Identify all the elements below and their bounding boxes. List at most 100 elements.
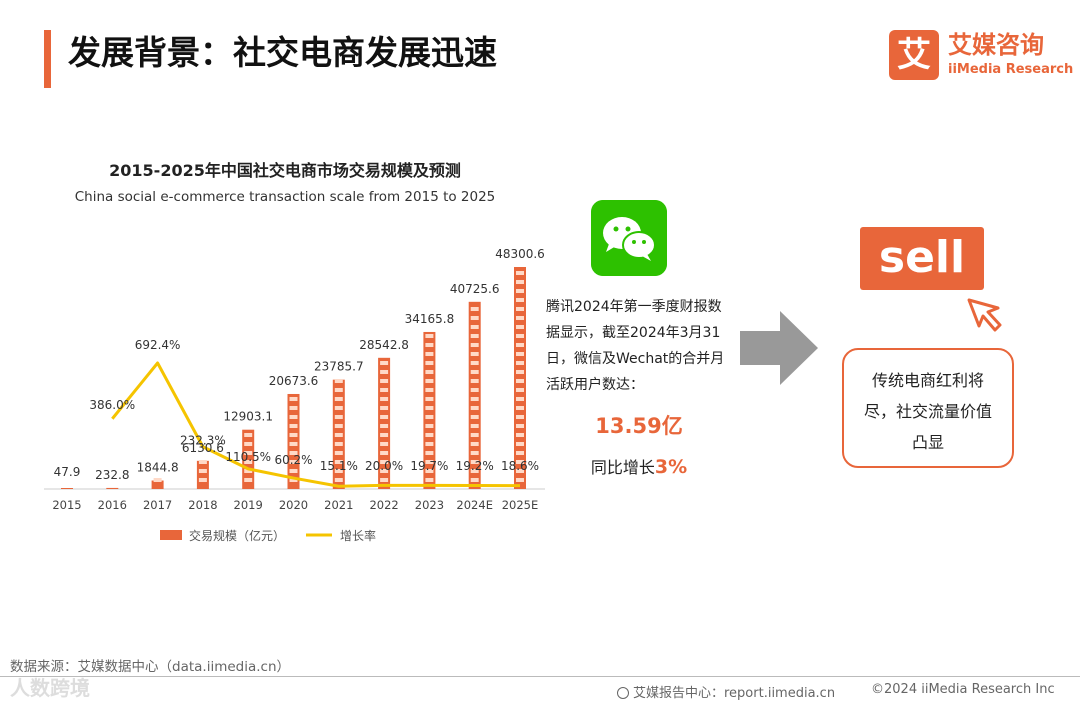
title-accent-bar xyxy=(44,30,51,88)
bar-segment xyxy=(198,469,207,473)
bar-segment xyxy=(380,361,389,365)
x-tick-label: 2020 xyxy=(279,498,308,512)
bar-value-label: 1844.8 xyxy=(137,461,179,475)
growth-prefix: 同比增长 xyxy=(590,458,655,477)
bar-value-label: 6130.6 xyxy=(182,441,224,455)
bar-segment xyxy=(289,397,298,401)
bar-segment xyxy=(470,433,479,437)
bar-value-label: 34165.8 xyxy=(405,312,455,326)
bar xyxy=(196,460,209,489)
bar-segment xyxy=(470,451,479,455)
sell-badge: sell xyxy=(860,227,984,290)
bar-segment xyxy=(334,469,343,473)
bar-segment xyxy=(516,298,524,302)
watermark: 人数跨境 xyxy=(10,676,90,700)
bar-segment xyxy=(516,433,524,437)
bar-value-label: 20673.6 xyxy=(269,374,319,388)
data-source: 数据来源：艾媒数据中心（data.iimedia.cn） xyxy=(10,659,291,675)
bar xyxy=(151,480,164,489)
bar-segment xyxy=(470,316,479,320)
growth-rate-label: 110.5% xyxy=(225,450,271,464)
bar-segment xyxy=(470,478,479,482)
bar-segment xyxy=(380,370,389,374)
bar-segment xyxy=(470,352,479,356)
wechat-description: 腾讯2024年第一季度财报数据显示，截至2024年3月31日，微信及Wechat… xyxy=(546,299,725,393)
bar-value-label: 12903.1 xyxy=(223,410,273,424)
growth-rate-label: 19.2% xyxy=(456,459,494,473)
bar-segment xyxy=(470,325,479,329)
bar-segment xyxy=(334,406,343,410)
bar-segment xyxy=(380,415,389,419)
bar-value-label: 28542.8 xyxy=(359,338,409,352)
legend-bar-swatch xyxy=(160,530,182,540)
bar-segment xyxy=(516,442,524,446)
x-tick-label: 2024E xyxy=(456,498,493,512)
bar-segment xyxy=(470,469,479,473)
bar-segment xyxy=(470,415,479,419)
bar-segment xyxy=(244,451,253,455)
footer-report-link[interactable]: 艾媒报告中心：report.iimedia.cn xyxy=(617,682,835,701)
bar-segment xyxy=(470,460,479,464)
x-tick-label: 2015 xyxy=(52,498,81,512)
bar-segment xyxy=(334,397,343,401)
chart-subtitle: China social e-commerce transaction scal… xyxy=(74,189,496,205)
bar-segment xyxy=(516,460,524,464)
bar-segment xyxy=(470,343,479,347)
bar-segment xyxy=(470,406,479,410)
bar-value-label: 232.8 xyxy=(95,468,129,482)
x-tick-label: 2025E xyxy=(502,498,539,512)
bar-segment xyxy=(470,307,479,311)
bar-segment xyxy=(334,478,343,482)
bar-segment xyxy=(516,334,524,338)
bar xyxy=(106,487,119,489)
bar-segment xyxy=(425,451,434,455)
bar-segment xyxy=(516,478,524,482)
growth-value: 3% xyxy=(654,456,688,478)
wechat-mau-value: 13.59亿 xyxy=(595,414,683,438)
bar-segment xyxy=(380,406,389,410)
bar-segment xyxy=(334,379,343,383)
bar-segment xyxy=(289,451,298,455)
bar-segment xyxy=(425,469,434,473)
x-tick-label: 2021 xyxy=(324,498,353,512)
bar-segment xyxy=(516,397,524,401)
globe-icon xyxy=(617,687,629,699)
bar-segment xyxy=(516,469,524,473)
bar-segment xyxy=(289,478,298,482)
bar-segment xyxy=(425,361,434,365)
growth-rate-label: 60.2% xyxy=(274,453,312,467)
bar-segment xyxy=(153,478,162,482)
bar-segment xyxy=(425,460,434,464)
bar-segment xyxy=(380,388,389,392)
bar-segment xyxy=(425,352,434,356)
footer-divider xyxy=(0,676,1080,677)
footer-report-text: 艾媒报告中心：report.iimedia.cn xyxy=(633,686,836,701)
bar-segment xyxy=(470,334,479,338)
bar-segment xyxy=(425,433,434,437)
bar-segment xyxy=(516,415,524,419)
bar-segment xyxy=(516,424,524,428)
x-tick-label: 2018 xyxy=(188,498,217,512)
bar-segment xyxy=(244,442,253,446)
bar-segment xyxy=(470,424,479,428)
bar-segment xyxy=(334,442,343,446)
bar-segment xyxy=(425,379,434,383)
bar-segment xyxy=(516,280,524,284)
bar-value-label: 48300.6 xyxy=(495,247,545,261)
bar-segment xyxy=(244,460,253,464)
bar-segment xyxy=(380,451,389,455)
bar-segment xyxy=(516,406,524,410)
bar-segment xyxy=(198,478,207,482)
growth-rate-label: 232.3% xyxy=(180,434,226,448)
bar-segment xyxy=(516,271,524,275)
bar-segment xyxy=(516,352,524,356)
wechat-growth: 同比增长3% xyxy=(546,453,732,482)
bar-segment xyxy=(334,415,343,419)
x-tick-label: 2016 xyxy=(98,498,127,512)
bar-segment xyxy=(244,469,253,473)
bar-segment xyxy=(380,469,389,473)
bar-segment xyxy=(380,397,389,401)
bar-segment xyxy=(289,415,298,419)
bar-segment xyxy=(289,460,298,464)
arrow-right-icon xyxy=(740,311,818,385)
